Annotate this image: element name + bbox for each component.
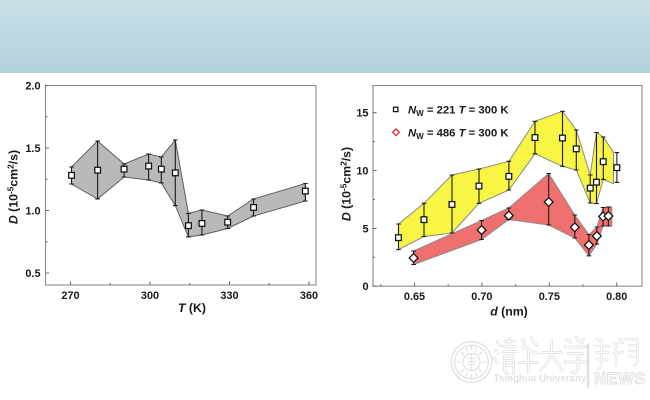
svg-text:2.0: 2.0 bbox=[25, 81, 40, 93]
svg-text:270: 270 bbox=[61, 290, 79, 302]
svg-text:360: 360 bbox=[300, 290, 318, 302]
svg-text:NW = 221 T = 300 K: NW = 221 T = 300 K bbox=[408, 105, 509, 118]
svg-text:0.75: 0.75 bbox=[539, 291, 560, 303]
svg-text:15: 15 bbox=[356, 108, 368, 120]
svg-text:0.80: 0.80 bbox=[606, 291, 627, 303]
svg-text:NEWS: NEWS bbox=[594, 370, 646, 388]
svg-text:5: 5 bbox=[362, 223, 368, 235]
svg-text:T (K): T (K) bbox=[178, 301, 206, 315]
svg-text:10: 10 bbox=[356, 166, 368, 178]
svg-text:0: 0 bbox=[362, 281, 368, 293]
svg-text:300: 300 bbox=[141, 290, 159, 302]
svg-text:D (10-5cm2/s): D (10-5cm2/s) bbox=[338, 147, 353, 221]
svg-text:d (nm): d (nm) bbox=[490, 305, 528, 319]
svg-text:0.70: 0.70 bbox=[471, 291, 492, 303]
svg-text:1.0: 1.0 bbox=[25, 206, 40, 218]
svg-text:330: 330 bbox=[220, 290, 238, 302]
svg-text:1.5: 1.5 bbox=[25, 143, 40, 155]
svg-text:Tsinghua University: Tsinghua University bbox=[494, 374, 587, 385]
svg-text:D (10-5cm2/s): D (10-5cm2/s) bbox=[5, 150, 20, 224]
svg-text:0.65: 0.65 bbox=[404, 291, 425, 303]
svg-text:NW = 486 T = 300 K: NW = 486 T = 300 K bbox=[408, 128, 509, 141]
svg-text:0.5: 0.5 bbox=[25, 268, 40, 280]
